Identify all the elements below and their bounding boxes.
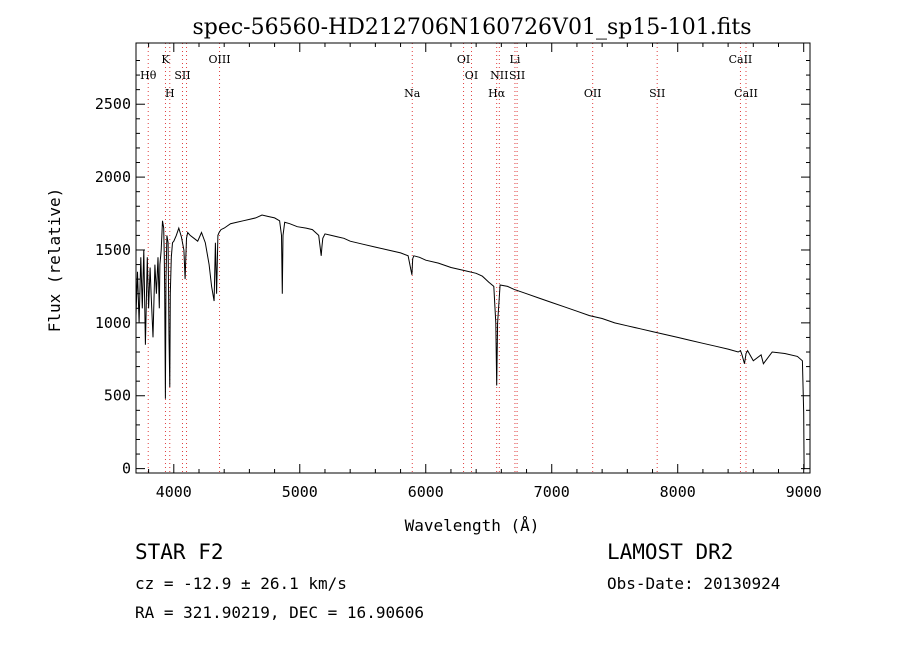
line-marker-group	[147, 43, 747, 473]
line-marker-label: SII	[509, 69, 525, 82]
x-tick-label: 6000	[408, 483, 444, 501]
line-marker-label: OIII	[208, 53, 230, 66]
spectrum-series-group	[135, 214, 805, 470]
plot-frame	[135, 42, 811, 474]
coordinates-text: RA = 321.90219, DEC = 16.90606	[135, 603, 424, 622]
y-axis-label: Flux (relative)	[45, 188, 64, 333]
line-marker-label: SII	[174, 69, 190, 82]
redshift-text: cz = -12.9 ± 26.1 km/s	[135, 574, 347, 593]
line-marker-label: Na	[404, 87, 421, 100]
y-tick-label: 500	[104, 387, 131, 405]
line-marker-label: OI	[457, 53, 470, 66]
line-marker-label: K	[161, 53, 170, 66]
x-tick-label: 9000	[786, 483, 822, 501]
object-type-text: STAR F2	[135, 540, 224, 564]
line-marker-label: H	[165, 87, 175, 100]
obs-date-text: Obs-Date: 20130924	[607, 574, 781, 593]
line-marker-label: OI	[465, 69, 478, 82]
x-tick-label: 5000	[282, 483, 318, 501]
chart-title: spec-56560-HD212706N160726V01_sp15-101.f…	[192, 15, 751, 40]
line-marker-label: Hα	[488, 87, 506, 100]
x-axis-label: Wavelength (Å)	[405, 516, 540, 535]
line-marker-label: NII	[490, 69, 508, 82]
x-tick-label: 4000	[156, 483, 192, 501]
x-tick-label: 8000	[660, 483, 696, 501]
line-marker-label: SII	[649, 87, 665, 100]
y-tick-label: 1500	[95, 241, 131, 259]
line-marker-label: OII	[584, 87, 602, 100]
survey-text: LAMOST DR2	[607, 540, 734, 564]
spectrum-line	[135, 214, 805, 470]
line-marker-label: CaII	[734, 87, 758, 100]
y-tick-label: 1000	[95, 314, 131, 332]
axis-ticks-group: 4000 5000 6000 7000 8000 9000 0 500 1000 1500 2000…	[95, 43, 822, 501]
x-tick-label: 7000	[534, 483, 570, 501]
y-tick-label: 0	[122, 460, 131, 478]
line-marker-label: Hθ	[140, 69, 157, 82]
line-marker-label: CaII	[729, 53, 753, 66]
y-tick-label: 2000	[95, 168, 131, 186]
line-marker-label: Li	[510, 53, 521, 66]
y-tick-label: 2500	[95, 95, 131, 113]
